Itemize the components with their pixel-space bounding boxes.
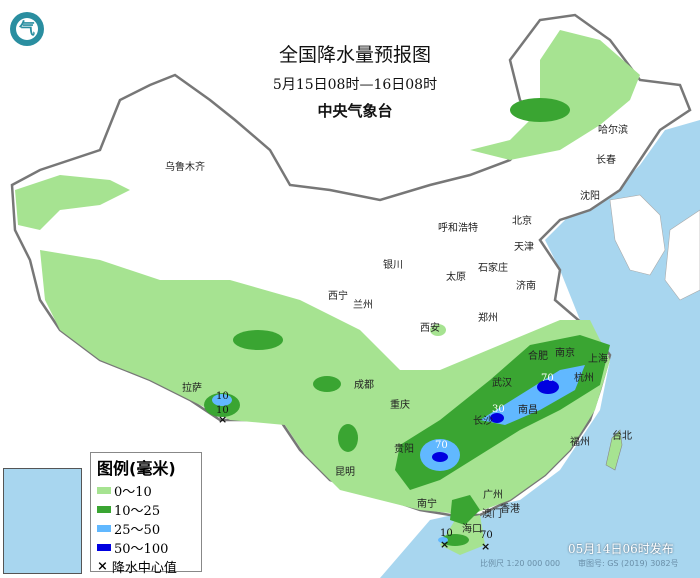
city-label: 杭州 (574, 373, 594, 384)
city-label: 天津 (514, 242, 534, 253)
rain-center-value: 70 (480, 530, 493, 541)
rain-center-value: 10 (216, 391, 229, 402)
rain-center-value: 70 (435, 440, 448, 451)
city-label: 成都 (354, 380, 374, 391)
korea-japan-land (609, 194, 700, 301)
south-china-sea-inset (3, 468, 82, 574)
rain-center-marker: × (440, 538, 450, 551)
city-label: 石家庄 (478, 263, 508, 274)
forecast-period: 5月15日08时—16日08时 (272, 77, 438, 93)
city-label: 长春 (596, 155, 616, 166)
city-label: 台北 (612, 431, 632, 442)
rain-center-marker: × (481, 540, 491, 553)
map-scale: 比例尺 1:20 000 000 (480, 559, 561, 568)
city-label: 拉萨 (182, 383, 202, 394)
city-label: 上海 (588, 354, 608, 365)
city-label: 太原 (446, 272, 466, 283)
city-label: 合肥 (528, 351, 548, 362)
city-label: 海口 (462, 524, 482, 535)
city-label: 银川 (383, 260, 403, 271)
city-label: 郑州 (478, 313, 498, 324)
city-label: 西宁 (328, 291, 348, 302)
issuer: 中央气象台 (317, 102, 393, 120)
map-title: 全国降水量预报图 (278, 44, 431, 66)
city-label: 昆明 (335, 467, 355, 478)
rain-center-marker: × (218, 413, 228, 426)
rain-center-value: 10 (216, 405, 229, 416)
city-label: 南昌 (518, 405, 538, 416)
city-label: 乌鲁木齐 (165, 162, 205, 173)
legend-item-center: × 降水中心值 (97, 559, 177, 576)
legend-title: 图例(毫米) (97, 459, 176, 478)
legend-item: 0～10 (97, 481, 201, 500)
city-label: 福州 (570, 437, 590, 448)
city-label: 哈尔滨 (598, 125, 628, 136)
map-approval-number: 审图号: GS (2019) 3082号 (578, 559, 679, 568)
city-label: 西安 (420, 323, 440, 334)
city-label: 南宁 (417, 499, 437, 510)
legend: 图例(毫米) 0～10 10～25 25～50 50～100 × 降水中心值 (90, 452, 202, 576)
city-label: 呼和浩特 (438, 223, 478, 234)
city-label: 北京 (512, 216, 532, 227)
rain-center-value: 30 (492, 404, 505, 415)
city-label: 香港 (500, 504, 520, 515)
legend-item: 50～100 (97, 538, 201, 557)
city-label: 贵阳 (394, 444, 414, 455)
taiwan (605, 429, 623, 471)
cma-logo-icon: 气 (10, 12, 44, 46)
rain-center-value: 70 (541, 373, 554, 384)
city-label: 长沙 (473, 416, 493, 427)
legend-item: 25～50 (97, 519, 201, 538)
city-label: 兰州 (353, 300, 373, 311)
legend-item: 10～25 (97, 500, 201, 519)
issue-time: 05月14日06时发布 (568, 542, 674, 556)
city-label: 武汉 (492, 378, 512, 389)
rain-50-100 (432, 380, 559, 462)
city-label: 济南 (516, 281, 536, 292)
city-label: 澳门 (482, 509, 502, 520)
rain-center-value: 10 (440, 528, 453, 539)
city-label: 重庆 (390, 400, 410, 411)
city-label: 沈阳 (580, 191, 600, 202)
city-label: 广州 (483, 490, 503, 501)
city-label: 南京 (555, 348, 575, 359)
